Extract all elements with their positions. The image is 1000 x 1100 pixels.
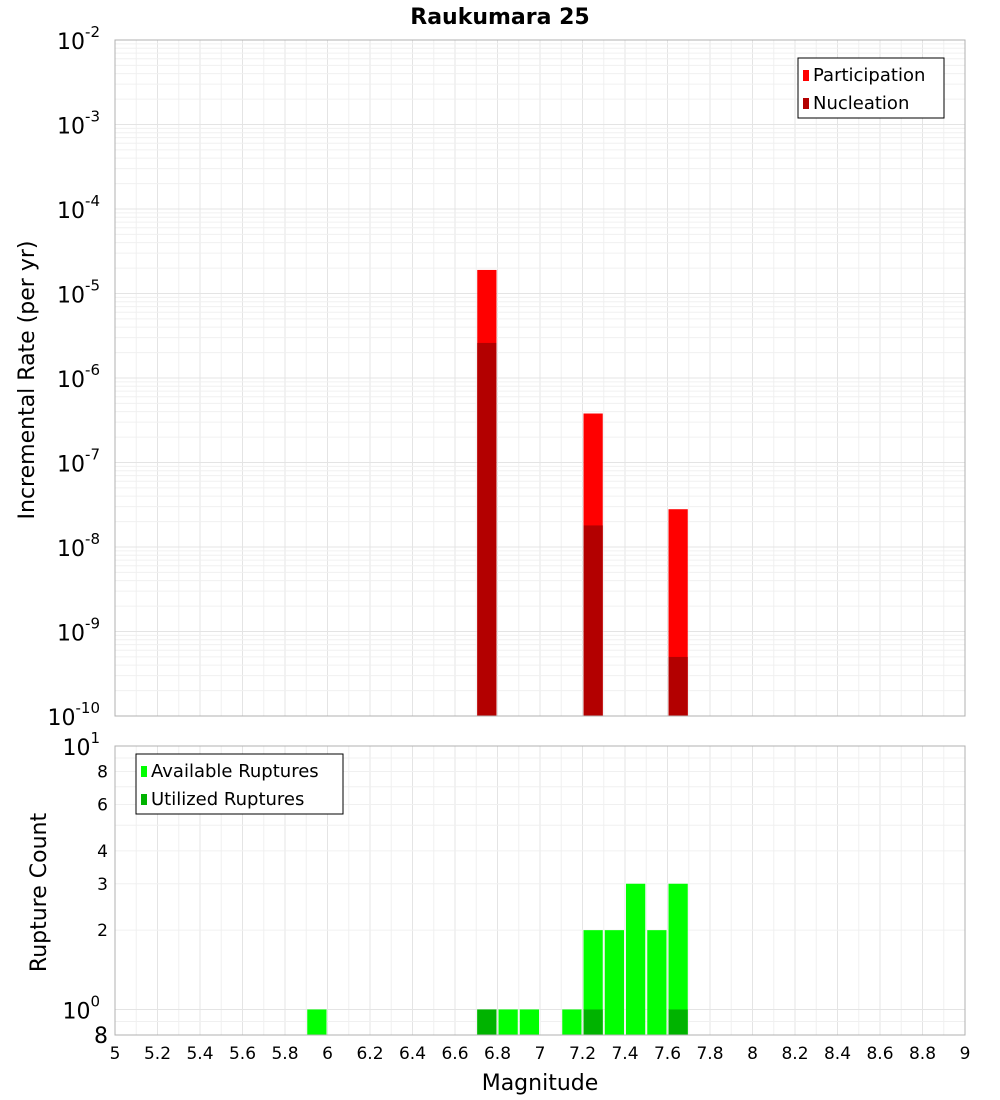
rate-y-tick-label: 10-9 — [57, 615, 100, 647]
count-legend-swatch — [141, 766, 147, 777]
x-tick-label: 5 — [110, 1044, 121, 1064]
count-bar-available-ruptures — [647, 930, 667, 1035]
rate-y-tick-label: 10-3 — [57, 108, 100, 140]
x-tick-label: 6.2 — [356, 1044, 383, 1064]
rate-legend-swatch — [803, 98, 809, 109]
x-tick-label: 6.4 — [399, 1044, 426, 1064]
rate-plot: 10-10 10-9 10-8 10-7 10-6 10-5 10-4 10-3 10-2 In… — [15, 23, 966, 731]
count-bar-available-ruptures — [562, 1009, 582, 1035]
x-tick-label: 5.2 — [144, 1044, 171, 1064]
count-y-tick-label: 8 — [97, 763, 108, 783]
count-plot-legend: Available Ruptures Utilized Ruptures — [135, 753, 344, 815]
count-bar-utilized-ruptures — [583, 1009, 603, 1035]
count-bar-available-ruptures — [583, 930, 603, 1035]
x-tick-label: 7.4 — [611, 1044, 638, 1064]
x-tick-label: 7.2 — [569, 1044, 596, 1064]
count-bar-available-ruptures — [668, 883, 688, 1035]
count-y-tick-label: 8 — [94, 1024, 108, 1049]
x-tick-label: 7.6 — [654, 1044, 681, 1064]
count-plot-y-axis-label: Rupture Count — [27, 813, 52, 973]
x-axis-ticks: 5 5.2 5.4 5.6 5.8 6 6.2 6.4 6.6 6.8 7 7.2 7.4 7.6 7.8 8… — [110, 1044, 971, 1064]
x-tick-label: 7.8 — [696, 1044, 723, 1064]
rate-y-tick-label: 10-6 — [57, 361, 100, 393]
count-legend-swatch — [141, 794, 147, 805]
rate-y-tick-label: 10-8 — [57, 530, 100, 562]
rate-legend-label: Participation — [813, 65, 925, 86]
rate-y-tick-label: 10-5 — [57, 277, 100, 309]
rate-bar-nucleation — [668, 656, 688, 716]
x-tick-label: 8.8 — [909, 1044, 936, 1064]
x-tick-label: 6.6 — [441, 1044, 468, 1064]
count-bar-available-ruptures — [626, 883, 646, 1035]
rate-plot-y-axis-label: Incremental Rate (per yr) — [15, 241, 40, 520]
count-bar-available-ruptures — [519, 1009, 539, 1035]
x-tick-label: 5.6 — [229, 1044, 256, 1064]
rate-legend-swatch — [803, 70, 809, 81]
count-plot-bars — [307, 883, 688, 1035]
rate-plot-frame — [114, 39, 966, 717]
x-tick-label: 5.4 — [186, 1044, 213, 1064]
x-axis-label: Magnitude — [482, 1071, 599, 1096]
x-tick-label: 8.6 — [866, 1044, 893, 1064]
rate-bar-nucleation — [583, 525, 603, 716]
rate-y-tick-label: 10-4 — [57, 192, 100, 224]
rate-plot-grid — [114, 40, 966, 717]
rate-y-tick-label: 10-2 — [57, 23, 100, 55]
x-tick-label: 5.8 — [271, 1044, 298, 1064]
rate-bar-nucleation — [477, 342, 497, 716]
count-bar-available-ruptures — [307, 1009, 327, 1035]
x-tick-label: 7 — [535, 1044, 546, 1064]
x-tick-label: 9 — [960, 1044, 971, 1064]
x-tick-label: 8.2 — [781, 1044, 808, 1064]
count-y-tick-label: 100 — [62, 992, 100, 1024]
count-y-tick-label: 4 — [97, 842, 108, 862]
count-legend-label: Available Ruptures — [151, 761, 319, 782]
rate-y-tick-label: 10-10 — [48, 699, 101, 731]
count-y-tick-label: 101 — [62, 729, 100, 761]
chart-title: Raukumara 25 — [410, 5, 589, 30]
count-y-tick-label: 3 — [97, 875, 108, 895]
rate-y-tick-label: 10-7 — [57, 446, 100, 478]
count-legend-label: Utilized Ruptures — [151, 789, 304, 810]
rate-plot-legend: Participation Nucleation — [797, 57, 945, 119]
count-plot-frame — [114, 745, 966, 1036]
rate-legend-label: Nucleation — [813, 93, 909, 114]
x-tick-label: 8 — [747, 1044, 758, 1064]
count-legend-box — [135, 753, 344, 815]
count-bar-utilized-ruptures — [668, 1009, 688, 1035]
count-bar-available-ruptures — [498, 1009, 518, 1035]
x-tick-label: 6.8 — [484, 1044, 511, 1064]
rate-plot-y-ticks: 10-10 10-9 10-8 10-7 10-6 10-5 10-4 10-3 10-2 — [48, 23, 101, 731]
rate-plot-bars — [477, 269, 688, 716]
count-y-tick-label: 6 — [97, 795, 108, 815]
count-bar-available-ruptures — [604, 930, 624, 1035]
count-bar-utilized-ruptures — [477, 1009, 497, 1035]
x-tick-label: 6 — [322, 1044, 333, 1064]
rate-legend-box — [797, 57, 945, 119]
count-y-tick-label: 2 — [97, 921, 108, 941]
x-tick-label: 8.4 — [824, 1044, 851, 1064]
